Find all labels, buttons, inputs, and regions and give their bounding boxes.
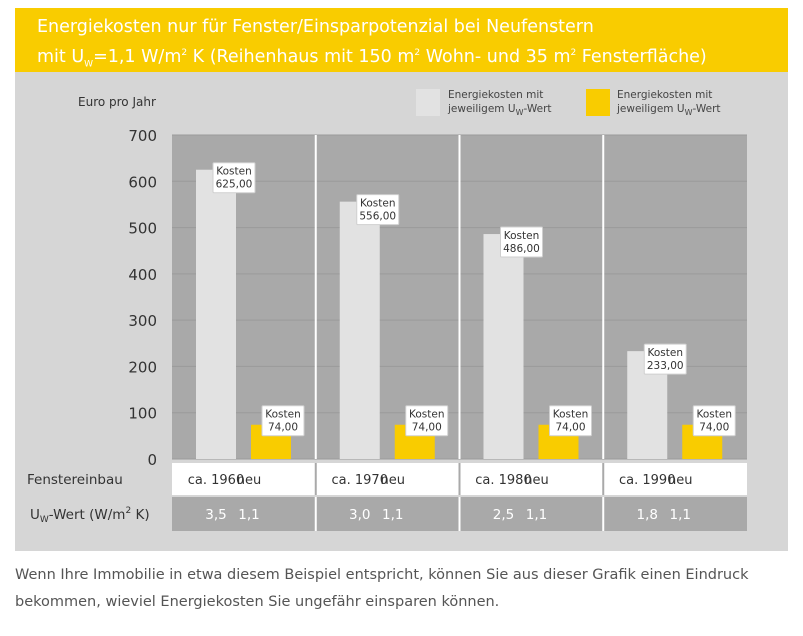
install-label-old: ca. 1980 xyxy=(475,473,531,488)
value-label-box xyxy=(500,226,543,258)
value-label-word: Kosten xyxy=(216,166,252,178)
uw-value-old: 2,5 xyxy=(493,507,514,523)
y-tick-label: 700 xyxy=(128,127,157,145)
y-tick-label: 600 xyxy=(128,173,157,191)
value-label-box xyxy=(356,194,400,226)
install-label-new: neu xyxy=(237,473,261,488)
install-label-old: ca. 1990 xyxy=(619,473,675,488)
uw-value-old: 3,0 xyxy=(349,507,370,523)
bar-old-2 xyxy=(339,201,380,459)
bar-old-3 xyxy=(483,234,524,459)
caption-line-1: Wenn Ihre Immobilie in etwa diesem Beisp… xyxy=(15,567,749,583)
value-label-number: 74,00 xyxy=(268,422,298,434)
legend-swatch-old xyxy=(416,89,440,116)
uw-row-label: UW-Wert (W/m2 K) xyxy=(30,506,150,525)
uw-value-new: 1,1 xyxy=(670,507,691,523)
value-label-number: 486,00 xyxy=(503,243,540,255)
bar-old-1 xyxy=(196,169,236,459)
y-tick-label: 500 xyxy=(128,220,157,238)
install-label-new: neu xyxy=(524,473,548,488)
legend-label-old-line2: jeweiligem UW-Wert xyxy=(447,103,552,117)
legend-label-new-line2: jeweiligem UW-Wert xyxy=(616,103,721,117)
value-label-number: 74,00 xyxy=(699,422,729,434)
chart-caption: Wenn Ihre Immobilie in etwa diesem Beisp… xyxy=(15,562,795,616)
y-tick-label: 100 xyxy=(128,405,157,423)
install-label-new: neu xyxy=(668,473,692,488)
y-tick-label: 300 xyxy=(128,312,157,330)
legend-swatch-new xyxy=(586,89,610,116)
install-row-label: Fenstereinbau xyxy=(27,472,123,488)
value-label-box xyxy=(405,405,449,437)
value-label-word: Kosten xyxy=(409,409,445,421)
value-label-word: Kosten xyxy=(360,198,396,210)
value-label-word: Kosten xyxy=(697,409,733,421)
y-tick-label: 0 xyxy=(147,451,157,469)
uw-value-old: 1,8 xyxy=(637,507,658,523)
value-label-box xyxy=(549,405,592,437)
value-label-word: Kosten xyxy=(504,230,540,242)
uw-value-new: 1,1 xyxy=(526,507,547,523)
value-label-number: 625,00 xyxy=(216,179,253,191)
y-tick-label: 200 xyxy=(128,358,157,376)
y-axis-label: Euro pro Jahr xyxy=(78,95,156,109)
install-label-new: neu xyxy=(381,473,405,488)
value-label-box xyxy=(261,405,305,437)
value-label-number: 74,00 xyxy=(412,422,442,434)
value-label-number: 74,00 xyxy=(555,422,585,434)
value-label-number: 233,00 xyxy=(647,360,684,372)
uw-value-new: 1,1 xyxy=(238,507,259,523)
value-label-word: Kosten xyxy=(553,409,589,421)
legend-label-old-line1: Energiekosten mit xyxy=(448,89,543,101)
title-line-2: mit UW=1,1 W/m2 K (Reihenhaus mit 150 m2… xyxy=(37,46,707,70)
uw-value-new: 1,1 xyxy=(382,507,403,523)
value-label-box xyxy=(692,405,736,437)
install-label-old: ca. 1960 xyxy=(188,473,244,488)
legend-label-new-line1: Energiekosten mit xyxy=(617,89,712,101)
value-label-box xyxy=(643,343,687,375)
value-label-number: 556,00 xyxy=(359,211,396,223)
title-line-1: Energiekosten nur für Fenster/Einsparpot… xyxy=(37,17,594,37)
bar-chart: 0 100 200 300 400 500 600 700 Euro pro Jahr Energ… xyxy=(27,89,747,531)
chart-title: Energiekosten nur für Fenster/Einsparpot… xyxy=(15,8,788,72)
uw-value-old: 3,5 xyxy=(205,507,226,523)
value-label-word: Kosten xyxy=(648,347,684,359)
install-label-old: ca. 1970 xyxy=(332,473,388,488)
value-label-box xyxy=(212,162,256,194)
caption-line-2: bekommen, wieviel Energiekosten Sie unge… xyxy=(15,594,500,610)
value-label-word: Kosten xyxy=(265,409,301,421)
y-tick-label: 400 xyxy=(128,266,157,284)
